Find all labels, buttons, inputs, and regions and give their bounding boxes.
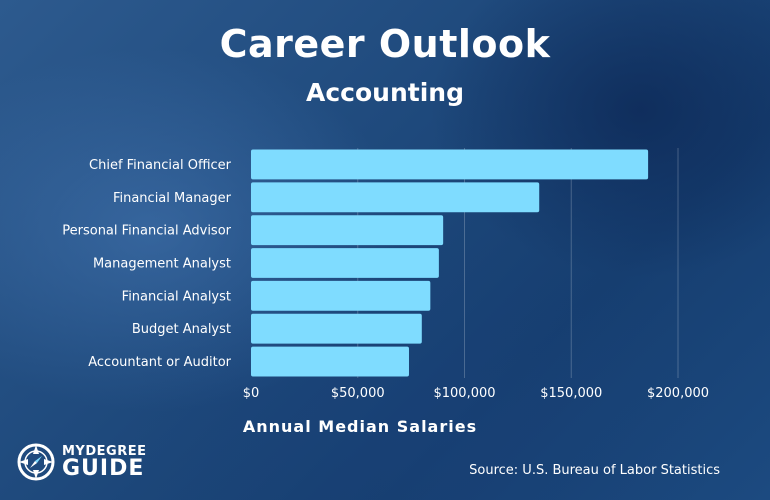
brand-logo: MYDEGREE GUIDE [16,440,146,484]
category-labels: Chief Financial Officer Financial Manager… [62,158,231,370]
x-tick-label: $50,000 [331,386,385,401]
bar [251,313,422,344]
chart-title: Career Outlook [219,22,551,66]
bar [251,215,444,246]
bar [251,346,409,377]
bars [251,149,649,377]
compass-icon [17,443,55,481]
bar [251,149,649,180]
brand-line-1: MYDEGREE [62,443,147,459]
x-axis-label: Annual Median Salaries [242,417,478,436]
category-label: Budget Analyst [132,322,231,337]
x-tick-label: $0 [243,386,260,401]
x-tick-label: $150,000 [540,386,602,401]
brand-wordmark: MYDEGREE GUIDE [62,445,146,480]
x-tick-label: $200,000 [647,386,709,401]
category-label: Financial Manager [113,191,232,206]
bar [251,248,439,278]
brand-line-2: GUIDE [62,455,145,481]
category-label: Management Analyst [93,257,231,272]
x-tick-labels: $0 $50,000 $100,000 $150,000 $200,000 [243,386,709,401]
bar [251,280,431,311]
category-label: Financial Analyst [122,289,231,304]
category-label: Accountant or Auditor [88,355,231,370]
category-label: Chief Financial Officer [89,158,232,173]
chart-subtitle: Accounting [306,78,464,107]
source-note: Source: U.S. Bureau of Labor Statistics [469,463,720,478]
x-tick-label: $100,000 [433,386,495,401]
bar [251,182,540,213]
category-label: Personal Financial Advisor [62,224,231,239]
